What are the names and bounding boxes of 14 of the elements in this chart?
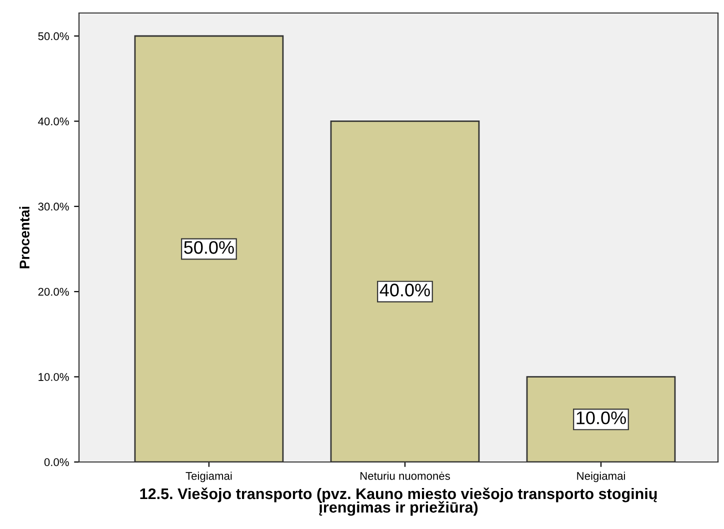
data-label: 40.0% xyxy=(380,284,430,296)
y-tick-label: 50.0% xyxy=(38,32,69,40)
x-tick-label: Neigiamai xyxy=(577,472,625,482)
x-tick-label: Teigiamai xyxy=(186,472,232,482)
data-label: 10.0% xyxy=(576,411,626,424)
y-tick-label: 0.0% xyxy=(44,458,69,466)
x-tick-label: Neturiu nuomonės xyxy=(360,472,450,480)
y-axis-title: Procentai xyxy=(19,206,30,268)
y-tick-label: 30.0% xyxy=(38,202,69,211)
y-tick-label: 20.0% xyxy=(38,288,69,296)
y-tick-label: 10.0% xyxy=(38,373,69,381)
x-axis-title: 12.5. Viešojo transporto (pvz. Kauno miesto viešojo transporto stoginių įrengimas ir priežiūra) xyxy=(140,488,657,516)
y-tick-label: 40.0% xyxy=(38,117,69,126)
data-label: 50.0% xyxy=(184,241,234,254)
